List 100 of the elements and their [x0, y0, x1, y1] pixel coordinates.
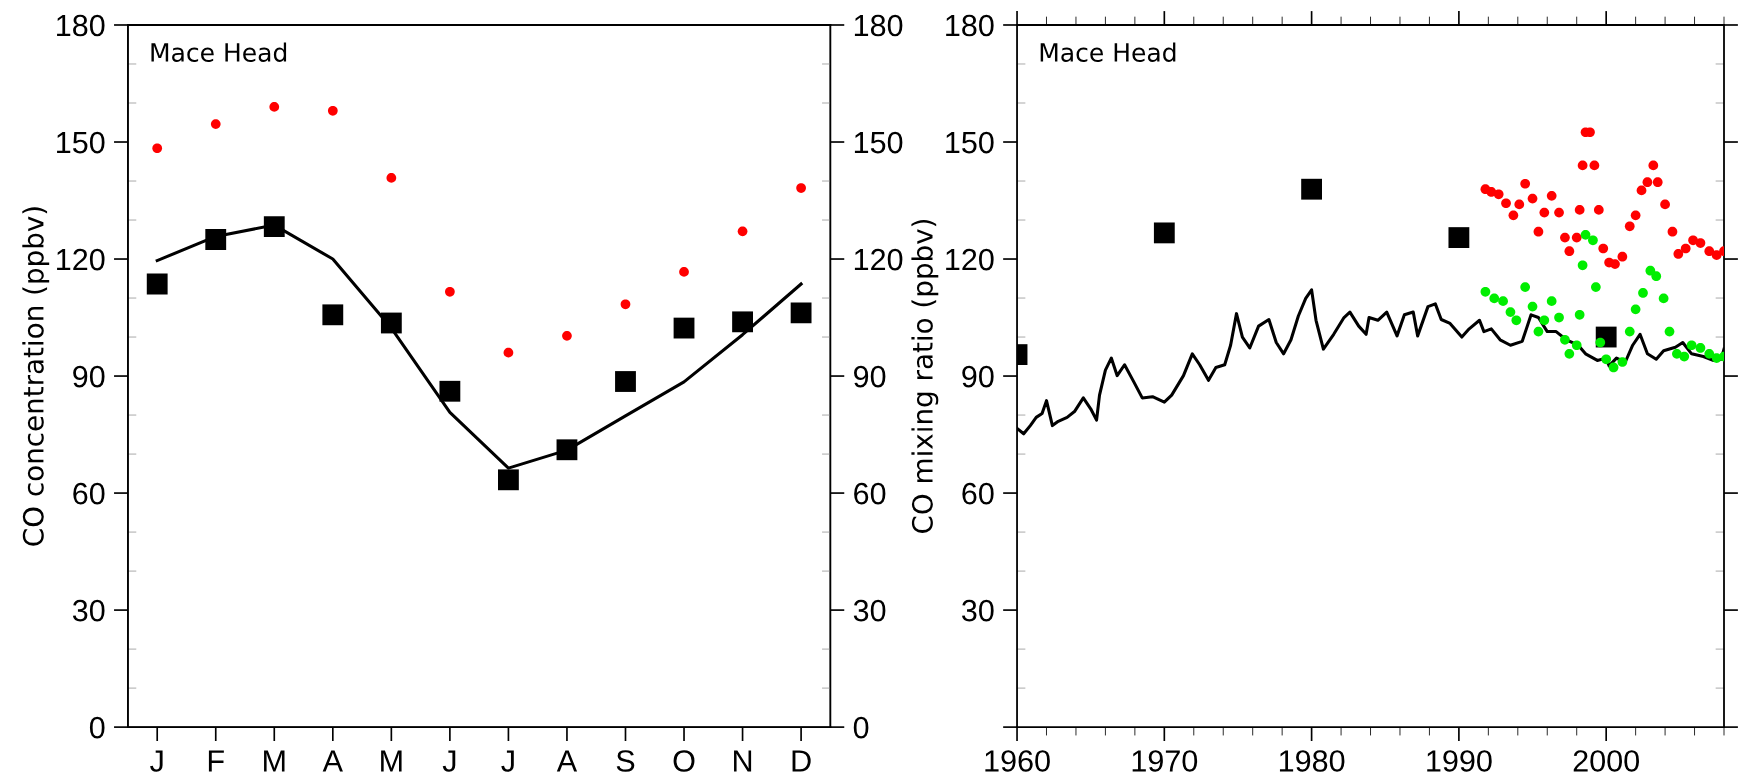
point	[1448, 227, 1470, 248]
y-axis-title: CO mixing ratio (ppbv)	[911, 219, 939, 533]
point	[615, 371, 636, 392]
point	[737, 226, 748, 237]
point	[1652, 177, 1663, 188]
point	[1527, 193, 1538, 204]
point	[1589, 160, 1600, 171]
point	[1695, 238, 1706, 248]
point	[503, 347, 514, 358]
point	[1648, 160, 1659, 171]
point	[439, 380, 461, 402]
annotation: Mace Head	[1040, 42, 1176, 62]
point	[556, 439, 578, 461]
y-tick-label: 90	[73, 365, 105, 388]
point	[732, 311, 753, 333]
x-tick-label: J	[150, 750, 163, 772]
point	[210, 119, 221, 129]
point	[1533, 226, 1544, 237]
point	[269, 102, 280, 112]
y-tick-label: 60	[73, 482, 105, 505]
x-tick-label: 1980	[1279, 750, 1345, 772]
point	[1514, 199, 1525, 210]
x-tick-label: D	[792, 750, 811, 772]
point	[1608, 362, 1619, 373]
x-tick-label: J	[442, 750, 456, 772]
x-tick-label: M	[264, 750, 285, 772]
point	[1704, 348, 1715, 359]
point	[1645, 265, 1656, 276]
point	[1560, 232, 1570, 243]
x-tick-label: S	[616, 750, 635, 772]
point	[322, 304, 344, 326]
point	[1624, 221, 1635, 232]
point	[1664, 326, 1675, 337]
point	[1489, 293, 1500, 304]
point	[1574, 309, 1585, 320]
x-tick-label: 2000	[1573, 750, 1639, 772]
y-axis-title: CO concentration (ppbv)	[22, 207, 50, 546]
point	[796, 183, 806, 193]
x-tick-label: A	[556, 750, 578, 772]
point	[1560, 334, 1570, 345]
point	[1630, 210, 1641, 221]
point	[1638, 288, 1648, 298]
y-tick-label: 0	[89, 716, 105, 739]
point	[1580, 229, 1591, 240]
point	[1610, 259, 1620, 269]
point	[1554, 207, 1564, 218]
x-tick-label: N	[734, 750, 752, 772]
point	[1301, 178, 1323, 200]
point	[1527, 301, 1538, 312]
y2-tick-label: 0	[853, 716, 869, 739]
point	[1520, 282, 1531, 292]
y-tick-label: 90	[962, 365, 994, 388]
point	[1508, 210, 1519, 221]
point	[380, 312, 402, 334]
point	[1660, 199, 1670, 210]
point	[1577, 160, 1588, 171]
point	[1564, 348, 1575, 359]
point	[1554, 312, 1564, 323]
point	[1672, 348, 1682, 359]
point	[1686, 340, 1697, 351]
point	[1571, 232, 1582, 243]
point	[1642, 177, 1653, 188]
y-tick-label: 150	[946, 131, 994, 154]
point	[1493, 189, 1504, 200]
y-tick-label: 60	[962, 482, 994, 505]
point	[620, 299, 631, 310]
point	[1617, 251, 1628, 262]
point	[152, 143, 163, 154]
point	[1539, 315, 1550, 326]
x-tick-label: O	[673, 750, 695, 772]
y-tick-label: 30	[962, 599, 994, 622]
point	[1153, 222, 1175, 244]
point	[1577, 260, 1588, 271]
x-tick-label: M	[381, 750, 402, 772]
y-tick-label: 180	[57, 14, 105, 37]
x-tick-label: 1990	[1427, 750, 1492, 772]
point	[1636, 185, 1647, 196]
annotation: Mace Head	[151, 42, 287, 62]
point	[1673, 249, 1684, 259]
point	[1588, 235, 1598, 246]
point	[1624, 326, 1635, 337]
point	[263, 216, 285, 238]
point	[1617, 357, 1628, 367]
y2-tick-label: 60	[854, 482, 886, 505]
point	[790, 302, 812, 324]
point	[1520, 178, 1531, 189]
point	[386, 173, 397, 183]
point	[673, 317, 695, 339]
point	[1593, 205, 1604, 215]
point	[1546, 296, 1557, 307]
y2-tick-label: 30	[853, 599, 886, 622]
point	[1546, 190, 1557, 201]
y-tick-label: 120	[57, 248, 105, 271]
x-tick-label: A	[322, 750, 343, 772]
point	[1630, 304, 1641, 315]
point	[1651, 271, 1662, 282]
y-tick-label: 150	[57, 131, 105, 154]
point	[327, 105, 338, 116]
y2-tick-label: 90	[854, 365, 886, 388]
point	[679, 267, 689, 277]
